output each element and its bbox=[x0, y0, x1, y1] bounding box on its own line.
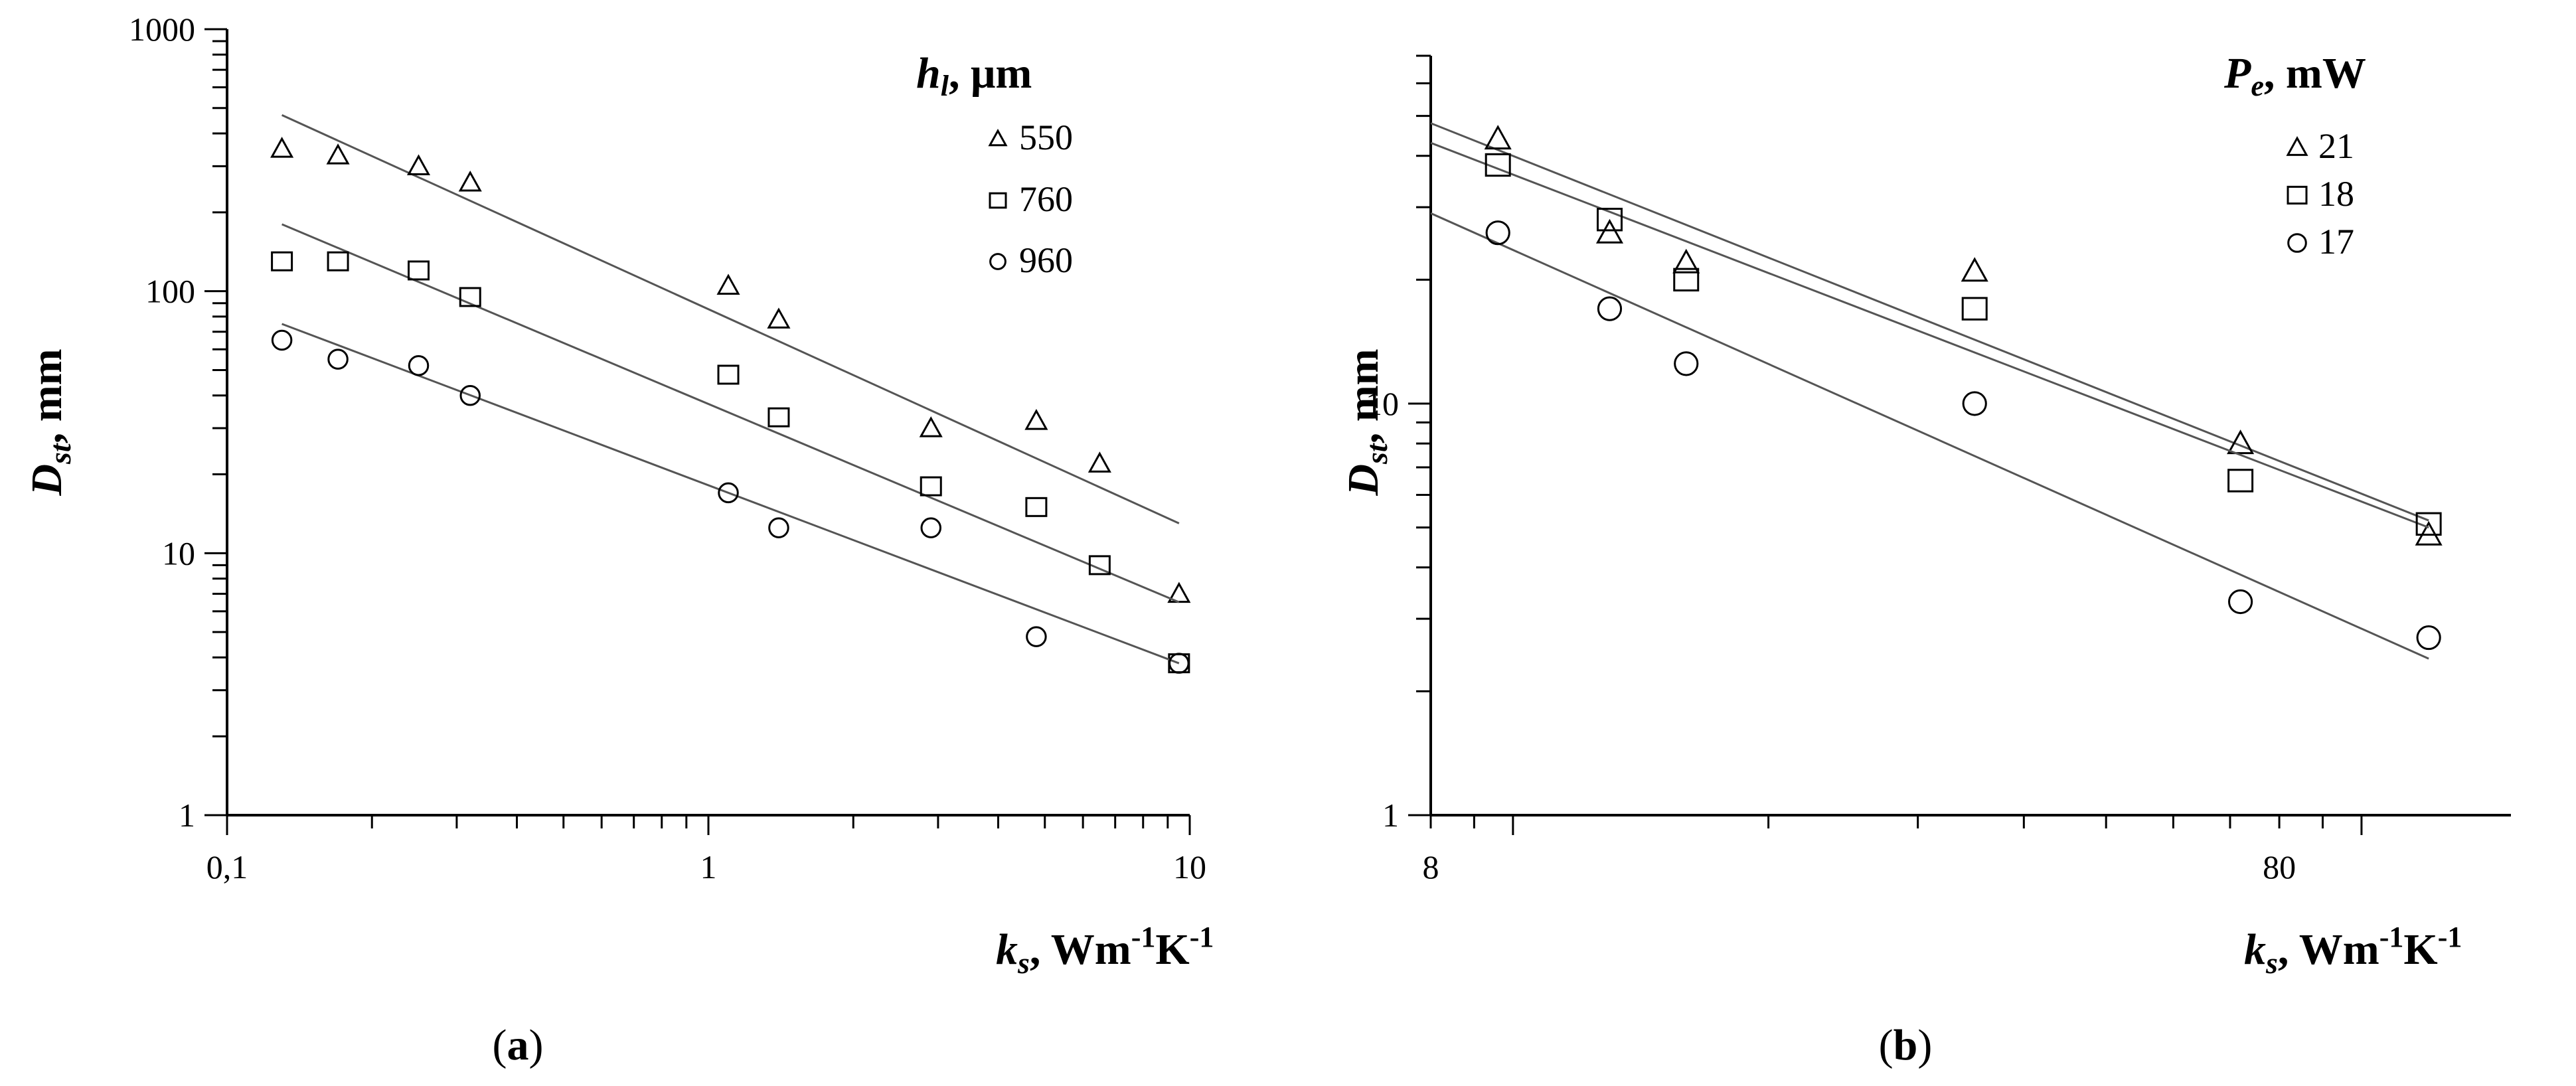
trend-line bbox=[1430, 212, 2429, 660]
x-axis-label: ks, Wm-1K-1 bbox=[2244, 921, 2462, 980]
data-point-square bbox=[1961, 297, 1988, 321]
legend-label: 21 bbox=[2318, 126, 2354, 166]
data-point-circle bbox=[768, 517, 789, 538]
data-point-square bbox=[2227, 469, 2254, 493]
legend-label: 550 bbox=[1019, 117, 1073, 157]
series-960 bbox=[271, 323, 1190, 674]
trend-line bbox=[282, 223, 1180, 603]
legend-marker-triangle bbox=[988, 129, 1008, 147]
data-point-square bbox=[1596, 208, 1623, 232]
data-point-circle bbox=[459, 384, 481, 406]
data-point-circle bbox=[1168, 653, 1190, 674]
data-point-circle bbox=[920, 517, 941, 538]
data-point-circle bbox=[718, 482, 739, 504]
y-tick-label: 10 bbox=[162, 534, 195, 572]
y-tick-label: 100 bbox=[145, 273, 195, 310]
legend-marker-circle bbox=[989, 253, 1006, 270]
legend: Pe, mW 21 18 17 bbox=[2223, 49, 2366, 262]
x-axis-label: ks, Wm-1K-1 bbox=[996, 921, 1214, 980]
legend-label: 17 bbox=[2318, 222, 2354, 262]
trend-line bbox=[281, 114, 1180, 524]
x-tick-label: 0,1 bbox=[206, 848, 248, 886]
data-point-circle bbox=[408, 355, 430, 376]
data-point-triangle bbox=[1961, 257, 1988, 282]
data-point-circle bbox=[327, 349, 349, 370]
data-point-triangle bbox=[326, 143, 350, 165]
data-point-square bbox=[2415, 512, 2442, 536]
data-point-square bbox=[1088, 555, 1111, 576]
y-axis-label: Dst, mm bbox=[1339, 349, 1394, 496]
data-point-square bbox=[408, 260, 430, 281]
x-tick-label: 10 bbox=[1173, 848, 1206, 886]
legend-title: Pe, mW bbox=[2223, 49, 2366, 102]
data-point-square bbox=[459, 287, 481, 307]
data-point-circle bbox=[1026, 626, 1047, 647]
data-point-square bbox=[1025, 497, 1048, 517]
series-18 bbox=[1430, 141, 2442, 536]
data-point-square bbox=[717, 364, 740, 385]
data-point-triangle bbox=[406, 154, 431, 176]
data-point-square bbox=[1485, 153, 1511, 177]
legend-label: 18 bbox=[2318, 174, 2354, 214]
trend-line bbox=[282, 323, 1180, 664]
data-point-circle bbox=[271, 329, 293, 351]
y-tick-label: 1 bbox=[179, 797, 195, 834]
panel-label: (a) bbox=[493, 1021, 544, 1069]
data-point-triangle bbox=[767, 307, 791, 329]
legend-marker-square bbox=[2287, 185, 2308, 205]
data-point-circle bbox=[2416, 625, 2441, 651]
legend-marker-circle bbox=[2287, 233, 2307, 253]
data-point-square bbox=[271, 251, 293, 272]
data-point-triangle bbox=[919, 416, 943, 437]
data-point-triangle bbox=[1087, 451, 1111, 473]
panel-label: (b) bbox=[1879, 1021, 1933, 1069]
legend-marker-square bbox=[989, 192, 1007, 209]
data-point-square bbox=[1673, 268, 1700, 292]
y-tick-label: 1 bbox=[1382, 797, 1399, 834]
y-axis-label: Dst, mm bbox=[23, 349, 77, 496]
data-point-triangle bbox=[716, 273, 740, 295]
trend-line bbox=[1430, 122, 2429, 522]
data-point-triangle bbox=[1484, 125, 1512, 150]
chart-panel-b: 8 80 1 10 Pe, mW 21 18 17 Dst, mm ks, Wm-1K-1 (b) bbox=[1339, 49, 2511, 1069]
y-tick-label: 1000 bbox=[129, 11, 195, 48]
legend-label: 760 bbox=[1019, 179, 1073, 219]
x-tick-label: 1 bbox=[700, 848, 717, 886]
data-point-square bbox=[920, 476, 942, 497]
data-point-circle bbox=[2228, 589, 2253, 615]
legend-label: 960 bbox=[1019, 240, 1073, 280]
data-point-square bbox=[767, 407, 790, 427]
data-point-circle bbox=[1597, 296, 1623, 321]
data-point-circle bbox=[1485, 220, 1510, 246]
data-point-circle bbox=[1674, 351, 1699, 376]
x-tick-label: 80 bbox=[2263, 848, 2296, 886]
chart-panel-a: 0,1 1 10 1 10 100 1000 hl, μm 550 760 960 Dst, mm ks… bbox=[23, 11, 1214, 1069]
x-tick-label: 8 bbox=[1423, 848, 1439, 886]
data-point-circle bbox=[1962, 391, 1987, 416]
data-point-triangle bbox=[458, 170, 482, 192]
series-760 bbox=[271, 223, 1190, 674]
legend-title: hl, μm bbox=[916, 49, 1032, 102]
legend-marker-triangle bbox=[2286, 136, 2308, 156]
data-point-triangle bbox=[1595, 218, 1624, 244]
data-point-triangle bbox=[270, 137, 294, 158]
trend-line bbox=[1430, 141, 2429, 529]
y-tick-label: 10 bbox=[1366, 385, 1399, 422]
data-point-triangle bbox=[1672, 248, 1700, 273]
data-point-square bbox=[327, 251, 349, 272]
data-point-triangle bbox=[2227, 429, 2255, 455]
legend: hl, μm 550 760 960 bbox=[916, 49, 1073, 280]
data-point-triangle bbox=[1024, 409, 1048, 430]
series-17 bbox=[1430, 212, 2441, 660]
